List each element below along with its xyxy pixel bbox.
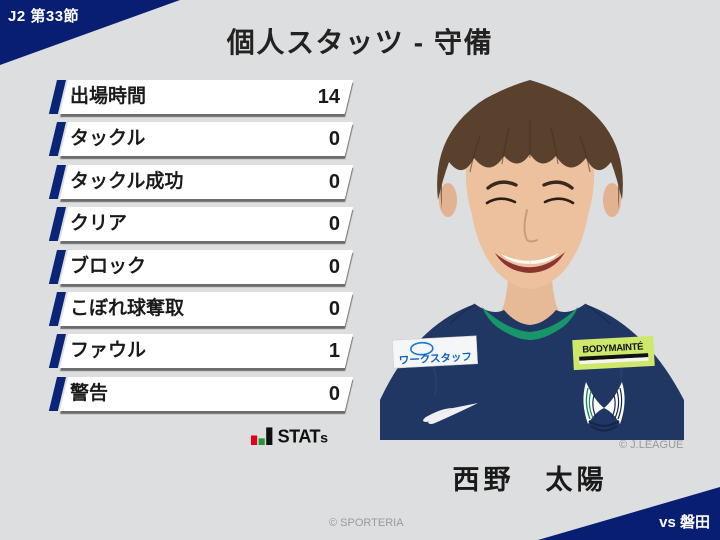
svg-text:STATs: STATs [278,427,329,445]
